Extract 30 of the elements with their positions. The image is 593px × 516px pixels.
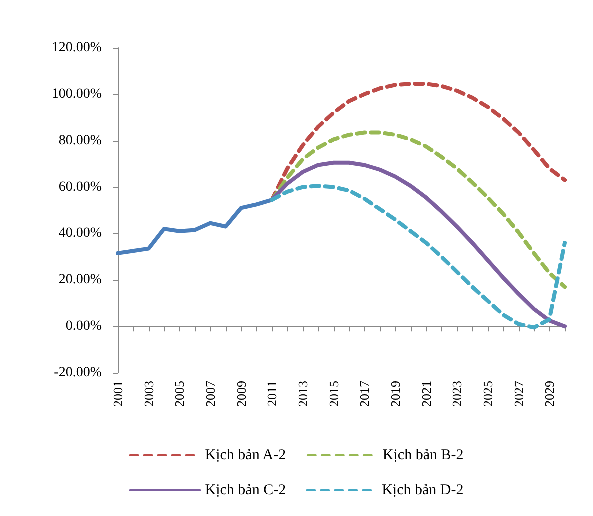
x-tick-label: 2007 (202, 380, 218, 407)
y-tick-label: 20.00% (58, 272, 102, 288)
y-tick-label: -20.00% (54, 366, 102, 380)
x-tick-label: 2021 (418, 381, 434, 407)
x-tick-label: 2009 (234, 381, 249, 407)
y-tick-label: 80.00% (58, 133, 102, 148)
x-tick-label: 2001 (110, 381, 126, 407)
y-tick-label: 120.00% (52, 40, 102, 56)
x-tick-label: 2013 (295, 381, 310, 407)
y-tick-label: 60.00% (58, 180, 102, 195)
x-tick-label: 2027 (511, 380, 526, 407)
x-tick-label: 2023 (450, 381, 465, 407)
y-tick-label: 40.00% (58, 226, 102, 242)
legend-label: Kịch bản D-2 (382, 482, 464, 498)
x-tick-label: 2003 (141, 381, 156, 407)
line-series (116, 198, 274, 256)
x-tick-label: 2005 (172, 381, 188, 407)
x-tick-label: 2029 (542, 381, 558, 407)
y-tick-label: 100.00% (52, 86, 102, 102)
x-tick-label: 2017 (357, 380, 372, 407)
legend-label: Kịch bản C-2 (205, 482, 286, 498)
legend-label: Kịch bản A-2 (205, 448, 286, 464)
y-tick-label: 0.00% (66, 319, 102, 334)
x-tick-label: 2015 (326, 381, 342, 407)
x-tick-label: 2019 (388, 381, 403, 407)
line-series (270, 130, 567, 290)
x-tick-label: 2025 (480, 381, 496, 407)
legend-label: Kịch bản B-2 (382, 448, 464, 464)
x-tick-label: 2011 (264, 381, 280, 407)
line-series (270, 82, 567, 202)
